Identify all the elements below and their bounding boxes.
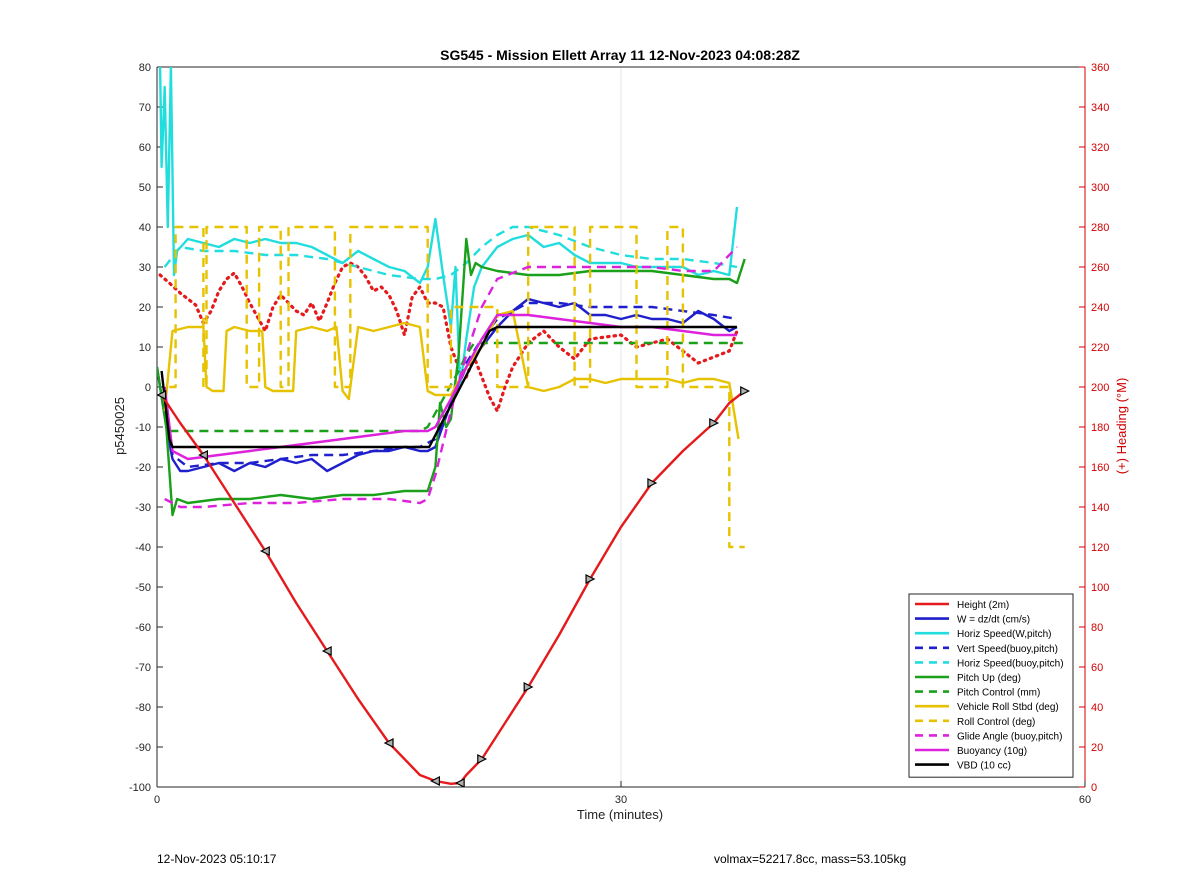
height-marker: [157, 390, 167, 400]
legend-label: VBD (10 cc): [957, 761, 1011, 772]
height-marker: [740, 386, 751, 396]
volume-mass-annotation: volmax=52217.8cc, mass=53.105kg: [714, 852, 907, 866]
legend-label: Vert Speed(buoy,pitch): [957, 644, 1058, 655]
y2-tick-label: 220: [1091, 342, 1109, 354]
height-marker: [477, 754, 488, 764]
series-vbd-10-cc-line: [160, 325, 737, 449]
legend-box: [908, 593, 1074, 778]
y-tick-label: -40: [135, 542, 151, 554]
height-marker: [454, 778, 465, 787]
height-marker: [709, 418, 720, 428]
y2-tick-label: 120: [1091, 542, 1109, 554]
height-marker: [585, 574, 596, 584]
y-tick-label: 40: [139, 222, 151, 234]
y2-tick-label: 240: [1091, 302, 1109, 314]
y2-tick-label: 260: [1091, 262, 1109, 274]
y-tick-label: 0: [145, 382, 151, 394]
y-tick-label: -80: [135, 702, 151, 714]
chart-title: SG545 - Mission Ellett Array 11 12-Nov-2…: [440, 47, 800, 63]
series-glide-angle-buoy-pitch-line: [164, 246, 738, 509]
y-tick-label: 50: [139, 182, 151, 194]
series-w-dz-dt-cm-s-line: [157, 297, 738, 473]
legend-label: Pitch Control (mm): [957, 688, 1040, 699]
y2-tick-label: 340: [1091, 102, 1109, 114]
x-tick-label: 60: [1079, 794, 1091, 806]
y2-tick-label: 40: [1091, 702, 1103, 714]
y-tick-label: 30: [139, 262, 151, 274]
y-tick-label: -60: [135, 622, 151, 634]
height-marker: [259, 546, 270, 556]
y2-tick-label: 140: [1091, 502, 1109, 514]
y-tick-label: -20: [135, 462, 151, 474]
timestamp-annotation: 12-Nov-2023 05:10:17: [157, 852, 277, 866]
y-tick-label: 80: [139, 62, 151, 74]
x-axis-label: Time (minutes): [577, 807, 663, 822]
height-marker: [198, 450, 208, 460]
y-tick-label: -90: [135, 742, 151, 754]
y-axis-label: p5450025: [112, 397, 127, 455]
legend-label: Horiz Speed(W,pitch): [957, 629, 1051, 640]
height-marker: [523, 682, 534, 692]
y-tick-label: 20: [139, 302, 151, 314]
y-tick-label: -100: [129, 782, 151, 794]
legend: Height (2m) W = dz/dt (cm/s) Horiz Speed(W…: [908, 593, 1074, 778]
y2-tick-label: 60: [1091, 662, 1103, 674]
legend-label: Roll Control (deg): [957, 717, 1035, 728]
y-tick-label: -10: [135, 422, 151, 434]
legend-label: Pitch Up (deg): [957, 673, 1021, 684]
legend-label: Height (2m): [957, 600, 1009, 611]
y-tick-label: -70: [135, 662, 151, 674]
y-tick-label: 10: [139, 342, 151, 354]
x-tick-label: 0: [154, 794, 160, 806]
x-tick-label: 30: [615, 794, 627, 806]
series-vert-speed-buoy-pitch-line: [163, 301, 738, 469]
height-marker: [321, 646, 332, 656]
legend-label: Vehicle Roll Stbd (deg): [957, 702, 1059, 713]
y2-tick-label: 100: [1091, 582, 1109, 594]
y-tick-label: -30: [135, 502, 151, 514]
legend-label: Buoyancy (10g): [957, 746, 1027, 757]
legend-label: Glide Angle (buoy,pitch): [957, 731, 1062, 742]
height-marker: [647, 478, 658, 488]
height-marker: [430, 776, 440, 786]
y2-tick-label: 300: [1091, 182, 1109, 194]
y-tick-label: 60: [139, 142, 151, 154]
y-tick-label: -50: [135, 582, 151, 594]
y2-tick-label: 320: [1091, 142, 1109, 154]
y2-tick-label: 0: [1091, 782, 1097, 794]
height-marker: [383, 738, 394, 748]
y2-tick-label: 280: [1091, 222, 1109, 234]
legend-label: W = dz/dt (cm/s): [957, 615, 1030, 626]
y2-tick-label: 180: [1091, 422, 1109, 434]
series-group: [157, 67, 751, 787]
plot-area: 80706050403020100-10-20-30-40-50-60-70-8…: [129, 62, 1109, 806]
series-vehicle-roll-stbd-deg-line: [163, 309, 740, 440]
y2-tick-label: 160: [1091, 462, 1109, 474]
y2-axis-label: (+) Heading (°M): [1114, 378, 1129, 475]
y2-tick-label: 200: [1091, 382, 1109, 394]
y2-tick-label: 80: [1091, 622, 1103, 634]
y-tick-label: 70: [139, 102, 151, 114]
y2-tick-label: 20: [1091, 742, 1103, 754]
series-roll-control-deg-line: [169, 225, 745, 549]
legend-label: Horiz Speed(buoy,pitch): [957, 658, 1064, 669]
y2-tick-label: 360: [1091, 62, 1109, 74]
